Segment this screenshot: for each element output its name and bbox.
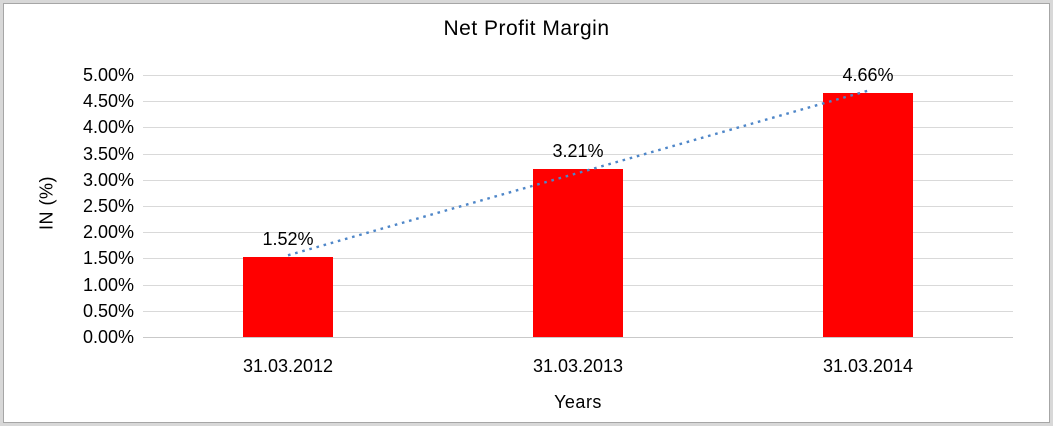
gridline bbox=[143, 75, 1013, 76]
plot-area: 1.52% 3.21% 4.66% bbox=[143, 65, 1013, 338]
bar bbox=[243, 257, 333, 337]
gridline bbox=[143, 101, 1013, 103]
gridline bbox=[143, 127, 1013, 129]
y-tick-label: 0.50% bbox=[82, 300, 134, 321]
y-tick-label: 1.00% bbox=[82, 274, 134, 295]
y-tick-label: 4.50% bbox=[82, 91, 134, 112]
y-tick-label: 2.00% bbox=[82, 222, 134, 243]
y-tick-label: 0.00% bbox=[82, 327, 134, 347]
x-axis-title: Years bbox=[554, 392, 602, 412]
x-category-label: 31.03.2012 bbox=[242, 356, 334, 376]
y-tick-label: 2.50% bbox=[82, 196, 134, 216]
y-tick-label: 4.00% bbox=[82, 117, 134, 138]
y-tick-label: 3.50% bbox=[82, 143, 134, 164]
bar-value-label: 3.21% bbox=[552, 140, 604, 161]
gridline bbox=[143, 337, 1013, 338]
x-category-label: 31.03.2014 bbox=[822, 356, 914, 376]
bar-value-label: 4.66% bbox=[842, 64, 894, 85]
bar bbox=[533, 168, 623, 337]
y-tick-label: 5.00% bbox=[82, 65, 134, 85]
y-tick-label: 3.00% bbox=[82, 169, 134, 190]
x-category-label: 31.03.2013 bbox=[532, 356, 624, 376]
chart-title: Net Profit Margin bbox=[443, 17, 610, 40]
y-tick-label: 1.50% bbox=[82, 248, 134, 269]
gridline bbox=[143, 153, 1013, 155]
bar bbox=[823, 92, 913, 337]
bar-value-label: 1.52% bbox=[262, 229, 314, 250]
trendline bbox=[287, 89, 869, 257]
